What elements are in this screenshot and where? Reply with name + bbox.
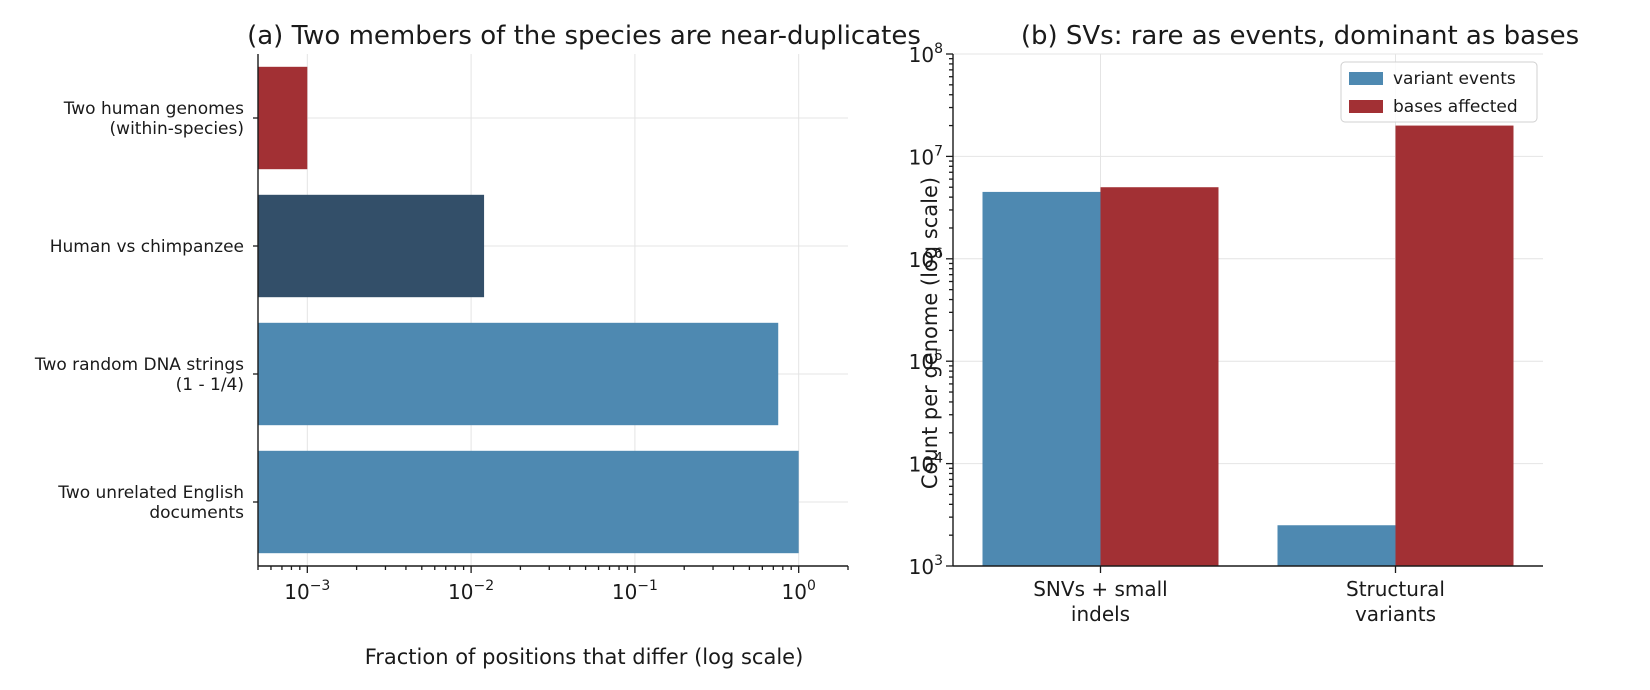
panel-a-category-label-1: Human vs chimpanzee bbox=[50, 237, 244, 257]
panel-b-bar-1-1 bbox=[1395, 125, 1514, 567]
panel-a-title: (a) Two members of the species are near-… bbox=[247, 21, 921, 51]
panel-a-bars bbox=[258, 66, 799, 554]
legend-swatch-0 bbox=[1349, 72, 1383, 85]
panel-b-ytick-label-0: 103 bbox=[909, 553, 943, 579]
legend-label-1: bases affected bbox=[1393, 97, 1518, 117]
legend-swatch-1 bbox=[1349, 100, 1383, 113]
panel-b-title: (b) SVs: rare as events, dominant as bas… bbox=[1021, 21, 1579, 51]
panel-b: SNVs + small indels Structural variants 103 1… bbox=[909, 21, 1580, 626]
panel-b-ytick-label-3: 106 bbox=[909, 246, 943, 272]
panel-a-bar-0 bbox=[258, 66, 308, 170]
panel-b-bar-0-1 bbox=[1277, 525, 1396, 566]
panel-a: Two human genomes (within-species) Human v… bbox=[34, 21, 921, 669]
panel-a-xtick-label-3: 100 bbox=[782, 578, 816, 604]
panel-b-bars bbox=[982, 125, 1514, 567]
panel-b-ytick-label-4: 107 bbox=[909, 143, 943, 169]
panel-a-bar-3 bbox=[258, 450, 799, 554]
panel-b-axes: SNVs + small indels Structural variants 103 1… bbox=[909, 41, 1543, 626]
panel-a-x-axis-label: Fraction of positions that differ (log s… bbox=[365, 645, 804, 669]
panel-b-ytick-label-5: 108 bbox=[909, 41, 943, 67]
legend-frame bbox=[1340, 61, 1538, 123]
panel-a-axes: Two human genomes (within-species) Human v… bbox=[34, 54, 849, 604]
panel-b-bar-1-0 bbox=[1100, 187, 1219, 567]
panel-a-bar-2 bbox=[258, 322, 779, 426]
legend-label-0: variant events bbox=[1393, 69, 1516, 89]
panel-a-xtick-label-1: 10−2 bbox=[448, 578, 494, 604]
panel-a-category-label-2: Two random DNA strings (1 - 1/4) bbox=[34, 355, 244, 395]
panel-b-ytick-label-1: 104 bbox=[909, 451, 943, 477]
panel-b-legend: variant events bases affected bbox=[1340, 61, 1538, 123]
panel-a-category-label-0: Two human genomes (within-species) bbox=[63, 99, 244, 139]
panel-b-category-label-1: Structural variants bbox=[1346, 577, 1445, 626]
panel-b-ytick-label-2: 105 bbox=[909, 348, 943, 374]
panel-a-category-label-3: Two unrelated English documents bbox=[57, 483, 244, 523]
panel-a-bar-1 bbox=[258, 194, 485, 298]
panel-b-bar-0-0 bbox=[982, 191, 1101, 566]
panel-a-xtick-label-2: 10−1 bbox=[612, 578, 658, 604]
panel-b-y-axis-label: Count per genome (log scale) bbox=[918, 177, 942, 489]
panel-a-xtick-label-0: 10−3 bbox=[284, 578, 330, 604]
panel-b-category-label-0: SNVs + small indels bbox=[1033, 577, 1168, 626]
